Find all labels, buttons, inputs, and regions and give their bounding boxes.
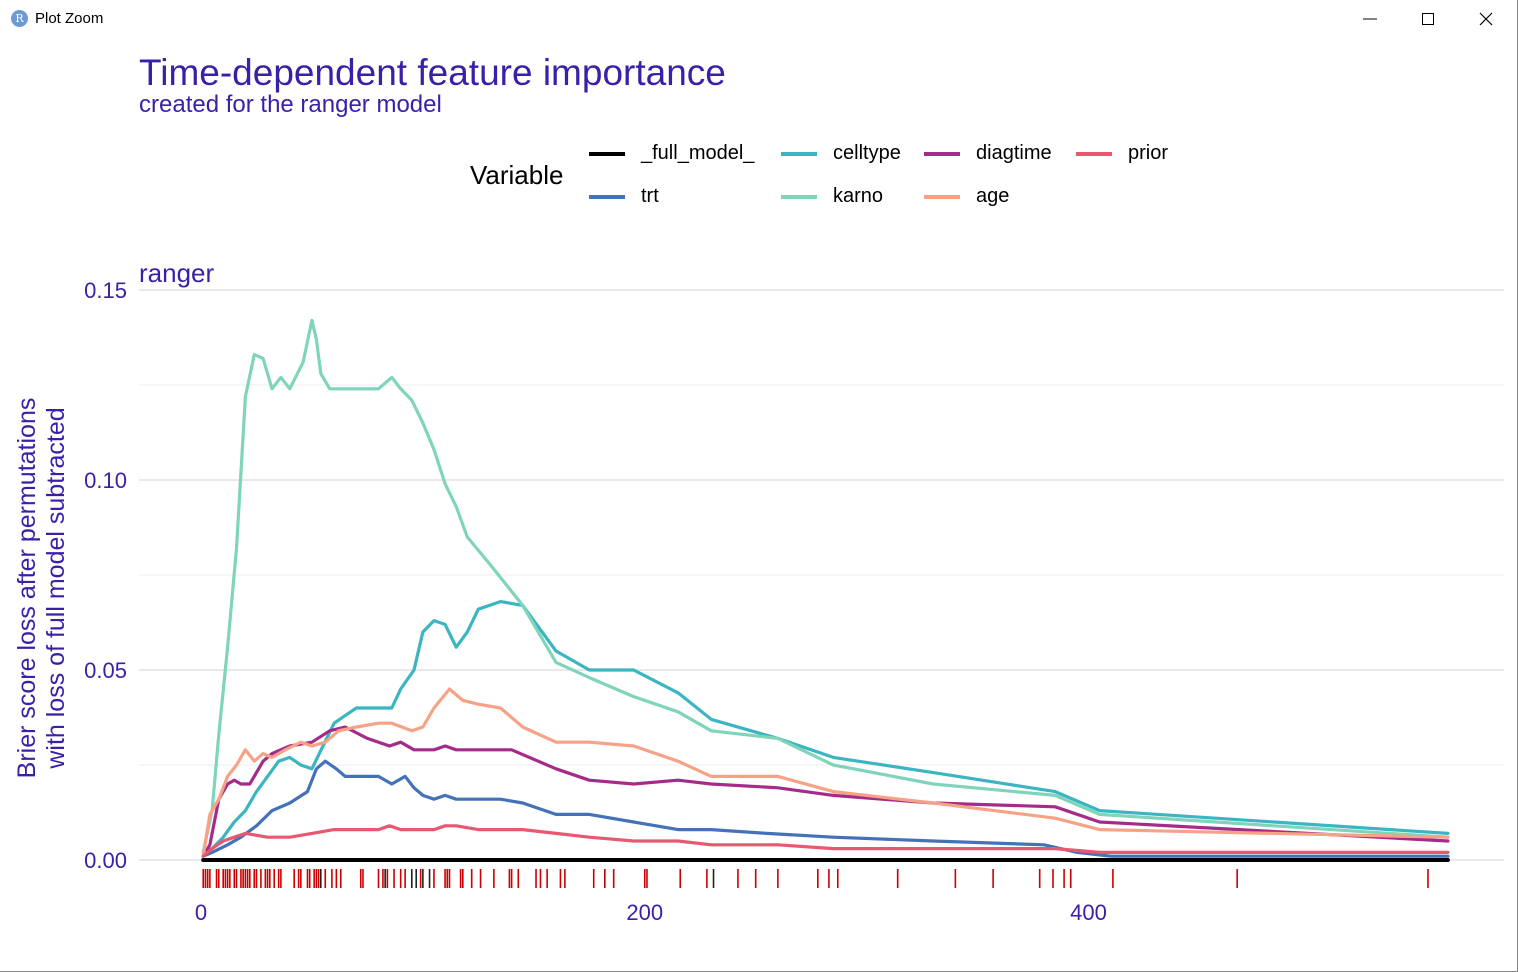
y-tick-label: 0.05 <box>84 658 127 683</box>
legend-label: trt <box>641 185 659 207</box>
legend-swatch <box>781 152 817 156</box>
legend-label: karno <box>833 185 884 207</box>
maximize-button[interactable] <box>1399 0 1457 38</box>
legend-label: celltype <box>833 142 901 164</box>
window-titlebar: R Plot Zoom <box>0 0 1518 38</box>
series-line-karno <box>201 318 1450 855</box>
legend-label: age <box>976 185 1010 207</box>
legend-swatch <box>589 152 625 156</box>
facet-label: ranger <box>139 258 215 288</box>
legend-label: _full_model_ <box>641 142 755 164</box>
legend-swatch <box>781 195 817 199</box>
y-tick-label: 0.15 <box>84 278 127 303</box>
chart-subtitle: created for the ranger model <box>139 91 442 118</box>
r-logo-icon: R <box>11 10 28 27</box>
legend-swatch <box>1076 152 1112 156</box>
close-icon <box>1479 12 1493 26</box>
series-line-diagtime <box>201 725 1450 858</box>
series-line-age <box>201 687 1450 858</box>
maximize-icon <box>1422 13 1434 25</box>
window-title: Plot Zoom <box>35 10 104 27</box>
x-tick-label: 0 <box>195 900 207 925</box>
x-tick-label: 200 <box>626 900 663 925</box>
legend-label: prior <box>1128 142 1169 164</box>
series-line-trt <box>201 759 1450 858</box>
chart-title: Time-dependent feature importance <box>139 52 726 93</box>
minimize-icon <box>1363 18 1377 20</box>
legend-swatch <box>924 195 960 199</box>
legend-swatch <box>924 152 960 156</box>
y-tick-label: 0.00 <box>84 848 127 873</box>
legend-title: Variable <box>470 160 564 190</box>
legend-swatch <box>589 195 625 199</box>
series-line-celltype <box>201 599 1450 855</box>
close-button[interactable] <box>1457 0 1515 38</box>
legend-label: diagtime <box>976 142 1052 164</box>
minimize-button[interactable] <box>1341 0 1399 38</box>
y-tick-label: 0.10 <box>84 468 127 493</box>
series-line-prior <box>201 824 1450 858</box>
x-tick-label: 400 <box>1070 900 1107 925</box>
